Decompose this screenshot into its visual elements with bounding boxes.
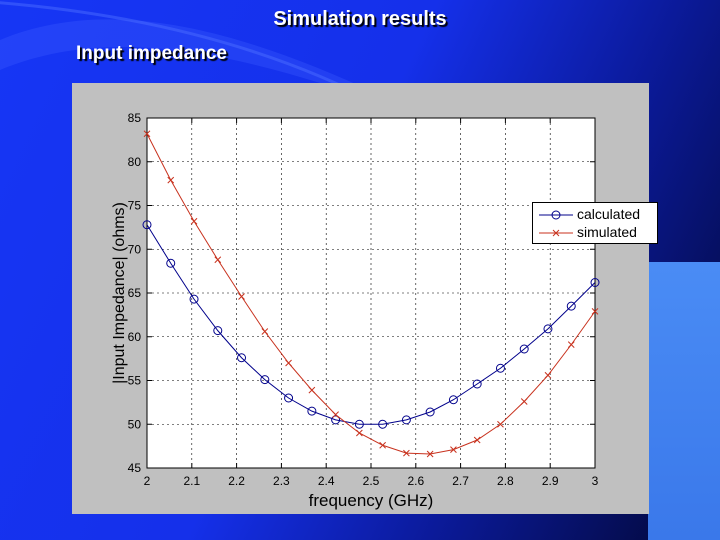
data-point-simulated xyxy=(591,308,599,315)
data-point-calculated xyxy=(284,393,294,403)
x-axis-label: frequency (GHz) xyxy=(309,491,434,510)
data-point-calculated xyxy=(448,395,458,405)
series-line-simulated xyxy=(146,133,596,455)
y-tick-label: 75 xyxy=(128,199,142,213)
y-tick-label: 70 xyxy=(128,242,142,256)
data-point-calculated xyxy=(472,379,482,389)
data-point-simulated xyxy=(285,359,292,367)
x-tick-label: 2.3 xyxy=(273,474,290,488)
data-point-simulated xyxy=(332,411,339,418)
data-point-calculated xyxy=(331,415,341,425)
data-point-simulated xyxy=(261,328,269,335)
y-axis-label: |Input Impedance| (ohms) xyxy=(111,202,128,384)
slide-title: Simulation results xyxy=(273,8,447,30)
y-tick-label: 65 xyxy=(128,286,142,300)
decorative-panel xyxy=(648,262,720,540)
chart-legend: calculated simulated xyxy=(532,202,658,244)
data-point-calculated xyxy=(213,326,223,336)
data-point-calculated xyxy=(237,353,247,363)
data-point-simulated xyxy=(238,293,245,300)
legend-label-simulated: simulated xyxy=(577,224,637,240)
data-point-simulated xyxy=(190,217,198,225)
legend-item-calculated: calculated xyxy=(533,206,659,224)
data-point-calculated xyxy=(260,375,270,385)
x-tick-label: 2.2 xyxy=(228,474,245,488)
data-point-simulated xyxy=(143,130,151,138)
legend-marker-simulated xyxy=(539,229,573,237)
data-point-simulated xyxy=(403,449,410,457)
x-tick-label: 2.4 xyxy=(318,474,335,488)
slide-subtitle: Input impedance xyxy=(76,43,227,64)
x-tick-label: 2.9 xyxy=(542,474,559,488)
y-tick-label: 50 xyxy=(128,417,142,431)
data-point-calculated xyxy=(566,301,576,311)
data-point-simulated xyxy=(473,436,481,444)
x-tick-label: 3 xyxy=(592,474,599,488)
data-point-calculated xyxy=(142,220,152,230)
y-tick-label: 55 xyxy=(128,374,142,388)
data-point-simulated xyxy=(379,441,387,449)
data-point-simulated xyxy=(214,256,222,264)
y-tick-label: 45 xyxy=(128,461,142,475)
data-point-calculated xyxy=(425,407,435,417)
data-point-simulated xyxy=(497,420,504,428)
data-point-calculated xyxy=(189,294,199,304)
x-tick-label: 2.7 xyxy=(452,474,469,488)
data-point-simulated xyxy=(567,341,575,348)
data-point-calculated xyxy=(519,344,529,354)
data-point-simulated xyxy=(544,371,552,379)
legend-marker-calculated xyxy=(539,210,573,220)
data-point-simulated xyxy=(167,176,175,184)
legend-label-calculated: calculated xyxy=(577,206,641,222)
series-line-calculated xyxy=(146,224,596,425)
x-tick-label: 2.8 xyxy=(497,474,514,488)
data-point-calculated xyxy=(378,419,388,429)
chart-figure: 2 2.1 2.2 2.3 2.4 2.5 2.6 2.7 2.8 2.9 3 45 50 55 60 65 7… xyxy=(72,83,658,514)
data-point-calculated xyxy=(401,415,411,425)
data-point-simulated xyxy=(450,446,457,453)
data-point-simulated xyxy=(355,429,363,437)
x-tick-label: 2.6 xyxy=(407,474,424,488)
x-tick-label: 2.5 xyxy=(363,474,380,488)
data-point-calculated xyxy=(307,406,317,416)
impedance-chart: 2 2.1 2.2 2.3 2.4 2.5 2.6 2.7 2.8 2.9 3 45 50 55 60 65 7… xyxy=(111,111,600,510)
x-tick-label: 2.1 xyxy=(183,474,200,488)
data-point-simulated xyxy=(520,398,528,405)
data-point-calculated xyxy=(495,363,505,373)
y-tick-label: 85 xyxy=(128,111,142,125)
y-tick-label: 80 xyxy=(128,155,142,169)
legend-item-simulated: simulated xyxy=(533,224,659,242)
y-tick-label: 60 xyxy=(128,330,142,344)
data-point-simulated xyxy=(426,450,434,458)
data-point-calculated xyxy=(166,258,176,268)
data-point-calculated xyxy=(354,419,364,429)
x-tick-label: 2 xyxy=(144,474,151,488)
data-point-simulated xyxy=(308,386,316,394)
data-point-calculated xyxy=(590,278,600,287)
data-point-calculated xyxy=(543,324,553,334)
